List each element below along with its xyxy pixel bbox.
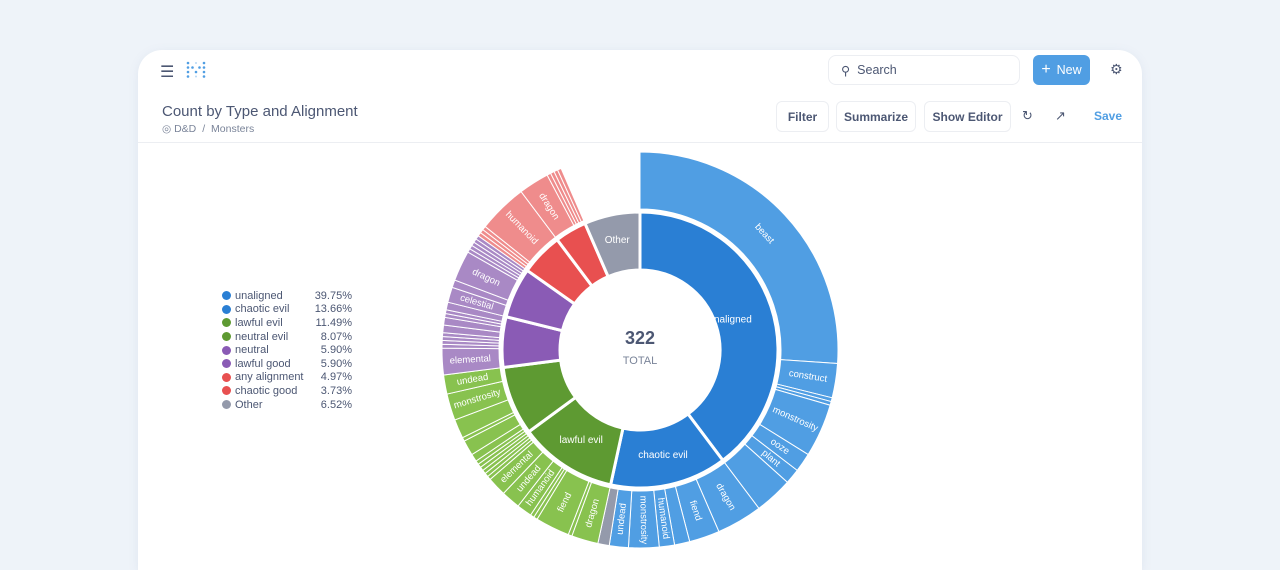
search-placeholder: Search <box>857 63 897 77</box>
legend-label: Other <box>235 398 263 411</box>
new-button[interactable]: + New <box>1033 55 1090 85</box>
save-button[interactable]: Save <box>1094 109 1123 123</box>
legend-label: neutral <box>235 344 269 357</box>
legend-dot <box>222 318 231 328</box>
breadcrumb-table[interactable]: Monsters <box>211 123 255 135</box>
search-icon: ⚲ <box>841 63 851 78</box>
legend-label: lawful evil <box>235 316 283 329</box>
legend-item[interactable]: Other 6.52% <box>222 398 352 412</box>
segment-label: Other <box>605 235 631 246</box>
legend-percent: 5.90% <box>320 357 352 370</box>
legend-percent: 6.52% <box>320 398 352 411</box>
legend-dot <box>222 386 231 396</box>
refresh-icon[interactable]: ↻ <box>1022 108 1033 123</box>
legend-item[interactable]: lawful good 5.90% <box>222 357 352 371</box>
search-input[interactable]: ⚲ Search <box>828 55 1020 85</box>
new-label: New <box>1056 63 1082 77</box>
segment-label: monstrosity <box>637 496 649 545</box>
legend-label: chaotic good <box>235 384 298 397</box>
legend-dot <box>222 345 231 355</box>
breadcrumb-separator: / <box>202 123 206 135</box>
legend-label: neutral evil <box>235 330 289 343</box>
chart-legend: unaligned 39.75% chaotic evil 13.66% lawful … <box>222 289 352 411</box>
legend-dot <box>222 291 231 301</box>
segment-label: lawful evil <box>560 435 603 446</box>
total-label: TOTAL <box>623 355 657 367</box>
segment-label: elemental <box>449 353 491 366</box>
legend-dot <box>222 372 231 382</box>
segment-label: undead <box>456 372 489 388</box>
page-title: Count by Type and Alignment <box>162 103 358 120</box>
legend-label: any alignment <box>235 371 304 384</box>
legend-percent: 11.49% <box>315 316 353 329</box>
gear-icon[interactable]: ⚙ <box>1110 61 1123 77</box>
legend-item[interactable]: chaotic evil 13.66% <box>222 303 352 317</box>
database-icon: ◎ <box>162 123 172 135</box>
legend-dot <box>222 359 231 369</box>
legend-item[interactable]: neutral 5.90% <box>222 343 352 357</box>
legend-dot <box>222 332 231 342</box>
breadcrumb-database[interactable]: D&D <box>174 123 197 135</box>
legend-percent: 4.97% <box>320 371 352 384</box>
segment-label: chaotic evil <box>638 450 687 461</box>
filter-button[interactable]: Filter <box>776 101 829 132</box>
header-divider <box>138 142 1142 143</box>
inner-segment-Other[interactable] <box>583 210 642 279</box>
breadcrumb: ◎ D&D / Monsters <box>162 123 254 135</box>
legend-item[interactable]: chaotic good 3.73% <box>222 384 352 398</box>
summarize-button[interactable]: Summarize <box>836 101 916 132</box>
outer-segment[interactable] <box>556 167 585 223</box>
show-editor-button[interactable]: Show Editor <box>924 101 1011 132</box>
plus-icon: + <box>1041 61 1051 78</box>
legend-item[interactable]: neutral evil 8.07% <box>222 330 352 344</box>
legend-dot <box>222 304 231 314</box>
legend-percent: 3.73% <box>320 384 352 397</box>
legend-percent: 39.75% <box>314 289 352 302</box>
total-value: 322 <box>625 328 655 348</box>
inner-segment-unaligned[interactable] <box>638 210 780 463</box>
legend-dot <box>222 400 231 410</box>
legend-percent: 5.90% <box>320 344 352 357</box>
legend-percent: 8.07% <box>320 330 352 343</box>
legend-item[interactable]: unaligned 39.75% <box>222 289 352 303</box>
legend-percent: 13.66% <box>314 303 352 316</box>
legend-item[interactable]: lawful evil 11.49% <box>222 316 352 330</box>
legend-item[interactable]: any alignment 4.97% <box>222 371 352 385</box>
legend-label: lawful good <box>235 357 291 370</box>
top-navbar: ☰ ⚲ Search + New ⚙ <box>138 50 1142 94</box>
segment-label: unaligned <box>708 315 751 326</box>
logo-icon[interactable] <box>186 61 206 79</box>
legend-label: unaligned <box>235 289 283 302</box>
segment-label: undead <box>615 503 629 536</box>
share-icon[interactable]: ↗ <box>1055 108 1066 123</box>
hamburger-menu-icon[interactable]: ☰ <box>160 64 175 81</box>
legend-label: chaotic evil <box>235 303 290 316</box>
